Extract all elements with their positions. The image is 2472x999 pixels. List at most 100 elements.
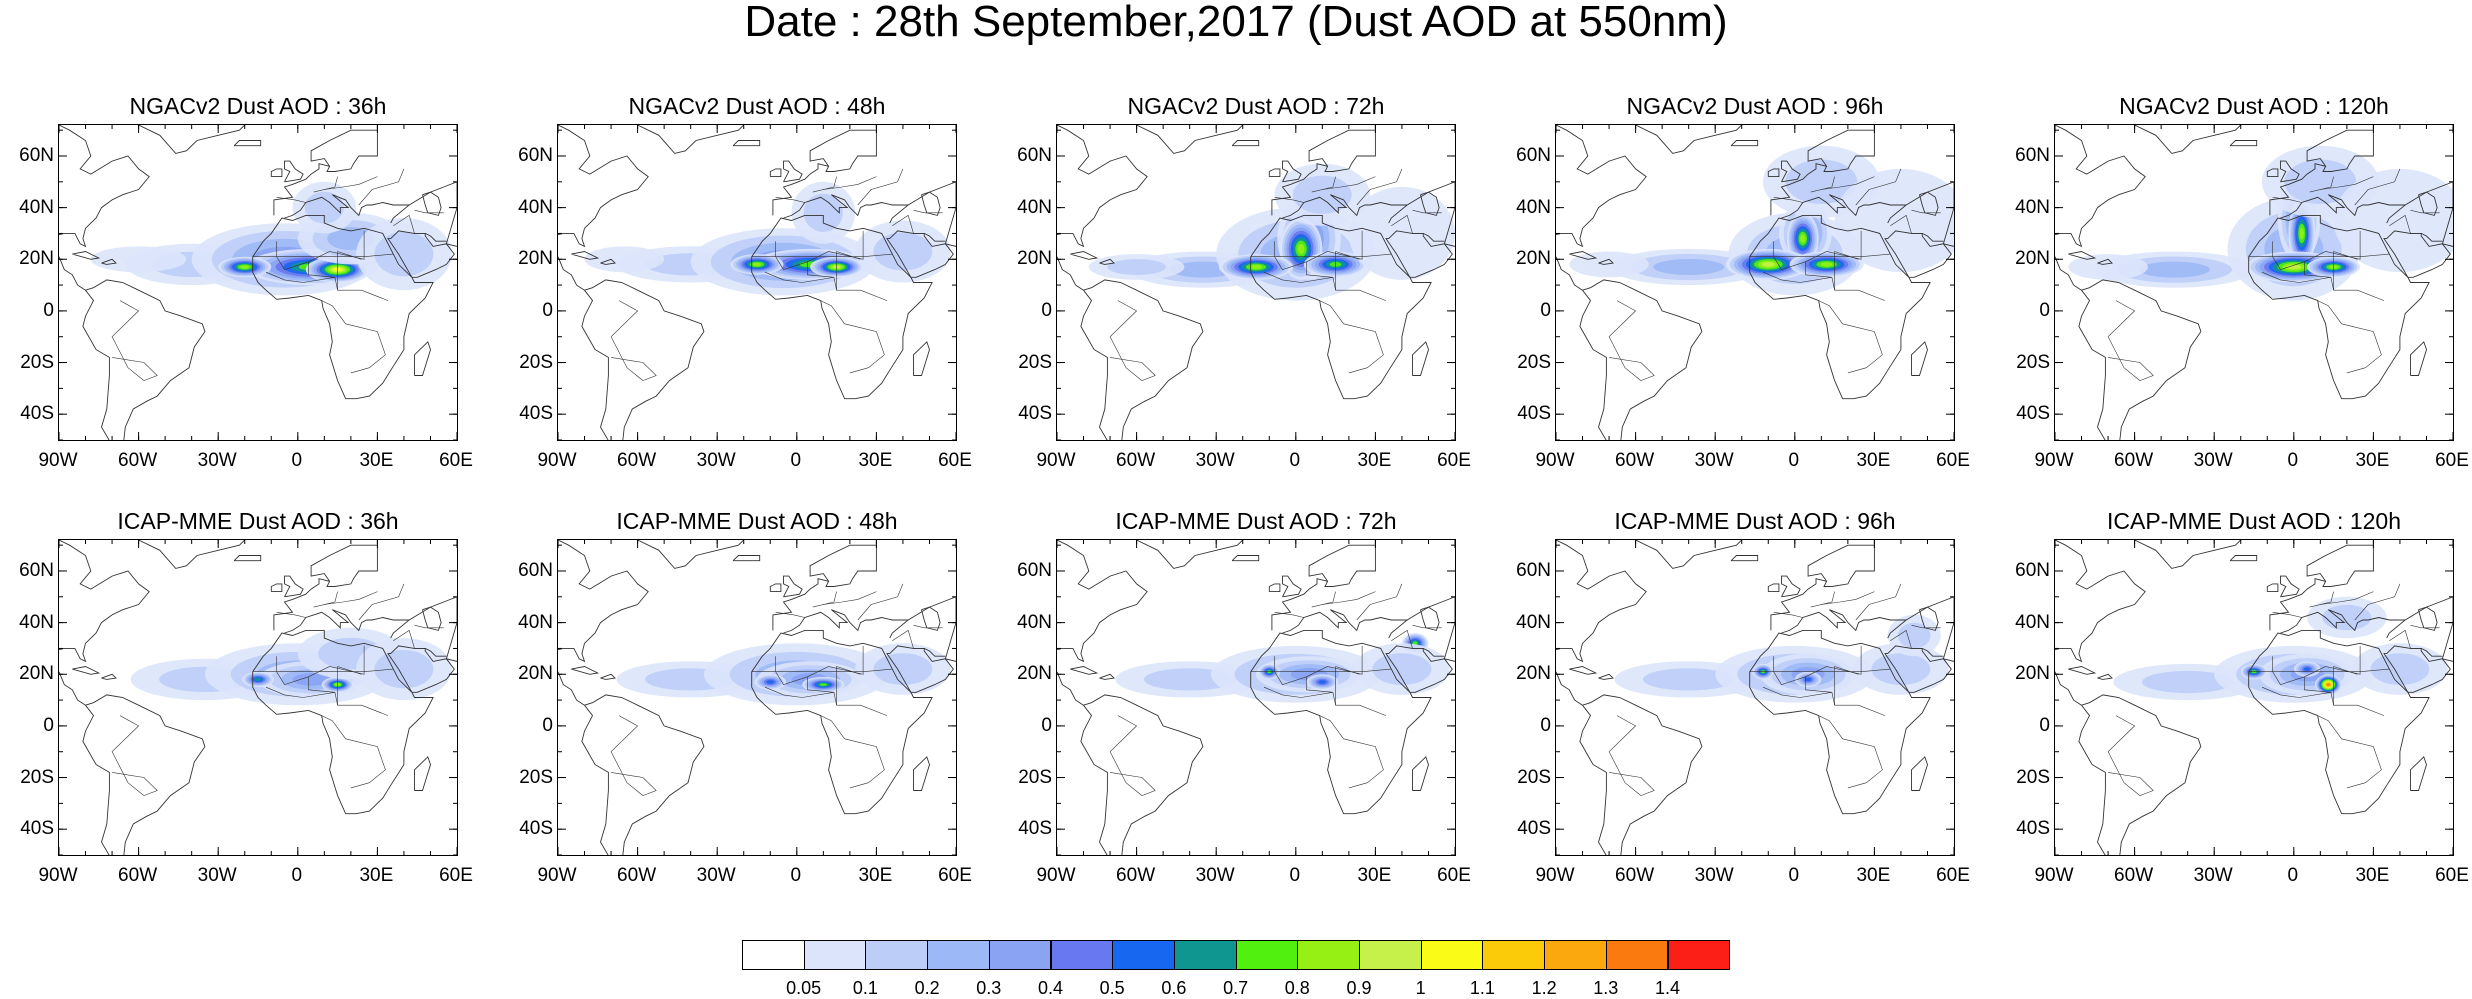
lat-tick-label: 0: [1041, 714, 1052, 736]
country-border: [2272, 612, 2302, 618]
dust-contour: [873, 653, 933, 685]
country-border: [2333, 251, 2358, 291]
country-border: [1749, 253, 1891, 257]
map-panel: NGACv2 Dust AOD : 120h 60N 40N 20N 0 20S 40S 90…: [2015, 93, 2469, 471]
med-north-coastline: [284, 609, 411, 639]
dust-contour: [819, 683, 828, 686]
coastlines: [1556, 125, 1954, 440]
lat-tick-label: 60N: [1017, 559, 1052, 581]
country-border: [1274, 612, 1304, 618]
cuba-coastline: [1569, 251, 1598, 260]
lat-tick-label: 40S: [1018, 818, 1052, 840]
persian-gulf-coastline: [425, 647, 447, 657]
lon-tick-label: 30E: [2355, 865, 2390, 886]
greenland-coastline: [637, 125, 745, 154]
central-america-coastline: [1057, 671, 1084, 706]
coastlines: [2055, 125, 2453, 440]
country-border: [2317, 715, 2382, 789]
country-border: [775, 645, 864, 685]
lon-tick-label: 60W: [118, 865, 158, 886]
lon-tick-label: 60E: [439, 865, 473, 886]
greenland-coastline: [2134, 540, 2242, 569]
country-border: [807, 676, 888, 716]
med-north-coastline: [1282, 194, 1409, 224]
asia-east-coastline: [1406, 181, 1455, 247]
dust-contour: [374, 650, 434, 689]
south-america-coastline: [581, 279, 705, 440]
map-panel: ICAP-MME Dust AOD : 96h 60N 40N 20N 0 20S 40S 9…: [1516, 508, 1970, 886]
med-north-coastline: [783, 609, 910, 639]
country-border: [1311, 176, 1336, 193]
coastlines: [1057, 540, 1455, 855]
lat-tick-label: 60N: [19, 559, 54, 581]
north-america-coastline: [59, 540, 150, 663]
ireland-coastline: [2266, 168, 2279, 178]
europe-coastline: [772, 129, 877, 216]
hispaniola-coastline: [1598, 673, 1614, 680]
lat-tick-label: 60N: [2015, 144, 2050, 166]
lon-tick-label: 60W: [1116, 450, 1156, 471]
country-border: [611, 357, 657, 381]
africa-coastline: [751, 214, 933, 400]
arabia-coastline: [387, 645, 455, 693]
panel-title: NGACv2 Dust AOD : 120h: [2119, 93, 2389, 119]
country-border: [1263, 271, 1333, 283]
lat-tick-label: 40N: [518, 196, 553, 218]
country-border: [276, 230, 365, 270]
central-america-coastline: [1556, 671, 1583, 706]
lat-tick-label: 40N: [1516, 611, 1551, 633]
lon-tick-label: 60E: [1437, 865, 1471, 886]
panel-title: NGACv2 Dust AOD : 48h: [628, 93, 886, 119]
country-border: [1412, 624, 1442, 629]
country-border: [1109, 715, 1143, 796]
persian-gulf-coastline: [924, 232, 946, 242]
lon-tick-label: 30W: [1694, 450, 1734, 471]
country-border: [313, 176, 338, 193]
persian-gulf-coastline: [1922, 232, 1944, 242]
greenland-coastline: [138, 540, 246, 569]
country-border: [2354, 168, 2401, 206]
country-border: [1773, 230, 1862, 270]
coastlines: [1556, 540, 1954, 855]
africa-coastline: [1749, 214, 1931, 400]
britain-coastline: [1282, 575, 1302, 598]
arabia-coastline: [2383, 645, 2451, 693]
central-america-coastline: [2055, 671, 2082, 706]
asia-east-coastline: [2404, 181, 2453, 247]
europe-coastline: [1770, 544, 1875, 631]
map-panel: NGACv2 Dust AOD : 96h 60N 40N 20N 0 20S 40S 90W…: [1516, 93, 1970, 471]
north-america-coastline: [1057, 540, 1148, 663]
madagascar-coastline: [2410, 756, 2427, 791]
iceland-coastline: [1730, 555, 1759, 562]
coastlines: [2055, 540, 2453, 855]
lat-tick-label: 60N: [2015, 559, 2050, 581]
lat-tick-label: 20S: [1517, 766, 1551, 788]
lat-tick-label: 20S: [2016, 351, 2050, 373]
britain-coastline: [1282, 160, 1302, 183]
persian-gulf-coastline: [924, 647, 946, 657]
panel-title: NGACv2 Dust AOD : 96h: [1626, 93, 1884, 119]
map-panel: ICAP-MME Dust AOD : 36h 60N 40N 20N 0 20S 40S 9…: [19, 508, 473, 886]
country-border: [1818, 300, 1883, 374]
country-border: [111, 715, 145, 796]
lat-tick-label: 40S: [20, 818, 54, 840]
colorbar-swatch: [803, 940, 867, 970]
madagascar-coastline: [1412, 756, 1429, 791]
map-panel: NGACv2 Dust AOD : 36h 60N 40N 20N 0 20S 40S 90W…: [19, 93, 473, 471]
dust-contour: [1643, 668, 1735, 691]
ireland-coastline: [1268, 168, 1281, 178]
iceland-coastline: [1231, 555, 1260, 562]
lon-tick-label: 30E: [359, 865, 394, 886]
colorbar-label: 1.2: [1531, 978, 1557, 998]
map-plot: [2055, 540, 2453, 855]
dust-aod-field: [1088, 163, 1455, 301]
hispaniola-coastline: [600, 258, 616, 265]
country-border: [2309, 591, 2334, 608]
lon-tick-label: 60E: [439, 450, 473, 471]
country-border: [1274, 230, 1363, 270]
country-border: [252, 668, 394, 672]
asia-east-coastline: [2404, 596, 2453, 662]
country-border: [857, 583, 904, 621]
lon-tick-label: 0: [291, 450, 303, 471]
ireland-coastline: [1767, 168, 1780, 178]
